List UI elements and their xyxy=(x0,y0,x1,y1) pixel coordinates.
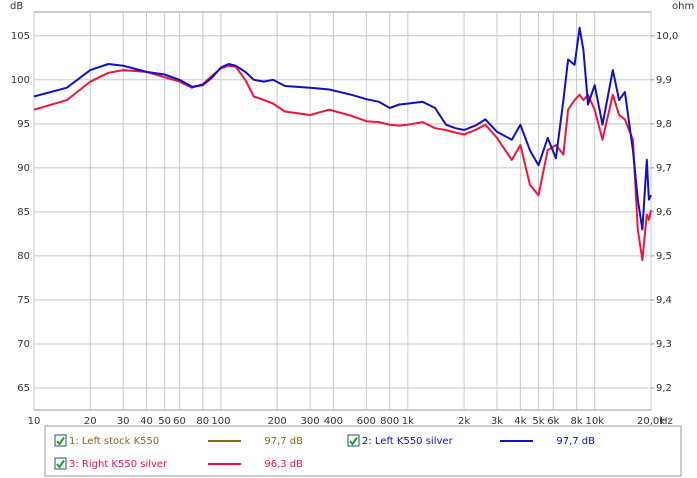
legend-checkbox[interactable] xyxy=(54,457,67,470)
x-tick-label: 300 xyxy=(301,416,320,427)
y-tick-label: 75 xyxy=(17,295,30,306)
legend-checkbox[interactable] xyxy=(347,434,360,447)
series-line xyxy=(33,26,652,231)
legend-level: 97,7 dB xyxy=(264,436,303,447)
y-tick-label: 105 xyxy=(11,31,30,42)
legend-label: 1: Left stock K550 xyxy=(69,436,159,447)
y2-tick-label: 9,4 xyxy=(656,295,672,306)
legend xyxy=(44,425,682,477)
x-tick-label: 10 xyxy=(28,416,41,427)
y2-tick-label: 9,6 xyxy=(656,207,672,218)
x-tick-label: 600 xyxy=(357,416,376,427)
plot-area xyxy=(33,11,652,411)
legend-checkbox[interactable] xyxy=(54,434,67,447)
y-tick-label: 70 xyxy=(17,339,30,350)
x-tick-label: 200 xyxy=(268,416,287,427)
y2-tick-label: 9,3 xyxy=(656,339,672,350)
y-tick-label: 65 xyxy=(17,383,30,394)
legend-label: 2: Left K550 silver xyxy=(362,436,454,447)
x-tick-label: 400 xyxy=(324,416,343,427)
x-tick-label: 3k xyxy=(491,416,503,427)
checkmark xyxy=(56,459,65,469)
legend-level: 97,7 dB xyxy=(556,436,595,447)
x-tick-label: 20 xyxy=(84,416,97,427)
series-line xyxy=(33,64,652,262)
x-tick-label: 6k xyxy=(547,416,559,427)
x-tick-label: 40 xyxy=(140,416,153,427)
x-tick-label: 8k xyxy=(571,416,583,427)
x-tick-label: 800 xyxy=(380,416,399,427)
x-unit: Hz xyxy=(660,416,673,427)
checkmark xyxy=(56,436,65,446)
x-tick-label: 60 xyxy=(173,416,186,427)
x-tick-label: 50 xyxy=(158,416,171,427)
x-tick-label: 1k xyxy=(402,416,414,427)
y2-tick-label: 9,7 xyxy=(656,163,672,174)
y2-tick-label: 10,0 xyxy=(656,31,678,42)
y2-tick-label: 9,2 xyxy=(656,383,672,394)
x-tick-label: 20,0k xyxy=(637,416,665,427)
legend-label: 3: Right K550 silver xyxy=(69,459,168,470)
legend-level: 96,3 dB xyxy=(264,459,303,470)
y-tick-label: 80 xyxy=(17,251,30,262)
y-tick-label: 85 xyxy=(17,207,30,218)
x-tick-label: 10k xyxy=(585,416,604,427)
y2-tick-label: 9,5 xyxy=(656,251,672,262)
x-tick-label: 2k xyxy=(458,416,470,427)
y-tick-label: 100 xyxy=(11,75,30,86)
y-tick-label: 95 xyxy=(17,119,30,130)
x-tick-label: 30 xyxy=(117,416,130,427)
checkmark xyxy=(349,436,358,446)
y2-unit: ohm xyxy=(672,1,694,12)
x-tick-label: 100 xyxy=(211,416,230,427)
y2-tick-label: 9,8 xyxy=(656,119,672,130)
x-tick-label: 4k xyxy=(514,416,526,427)
y2-tick-label: 9,9 xyxy=(656,75,672,86)
y-unit: dB xyxy=(10,1,23,12)
x-tick-label: 5k xyxy=(532,416,544,427)
x-tick-label: 80 xyxy=(196,416,209,427)
y-tick-label: 90 xyxy=(17,163,30,174)
